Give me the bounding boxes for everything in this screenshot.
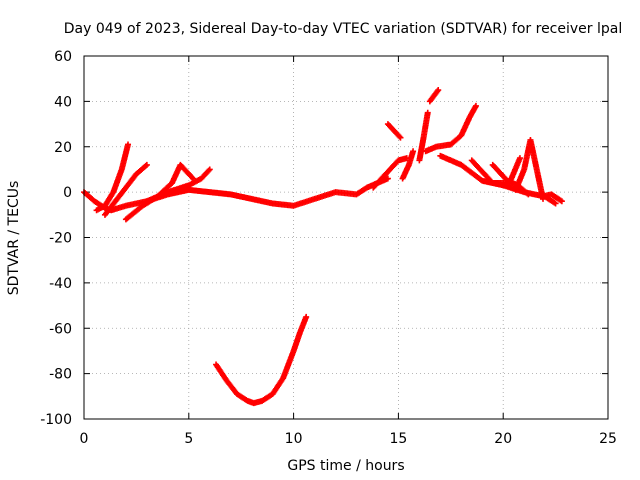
y-tick-label: 60: [54, 49, 72, 65]
data-point: [424, 109, 431, 116]
y-tick-label: -20: [49, 231, 72, 247]
data-point: [188, 174, 195, 181]
series-arc-14h: [370, 155, 410, 191]
data-point: [516, 155, 523, 162]
series-arc-17h: [422, 102, 479, 155]
x-axis-label: GPS time / hours: [287, 458, 404, 474]
data-point: [205, 167, 212, 174]
plot-frame: [83, 55, 609, 420]
data-point: [525, 191, 532, 198]
series-deep-dip: [213, 313, 310, 407]
data-point: [397, 134, 404, 141]
y-tick-label: 0: [63, 185, 72, 201]
x-tick-label: 15: [389, 431, 407, 447]
data-point: [552, 200, 559, 207]
data-point: [384, 175, 391, 182]
data-point: [524, 190, 531, 197]
y-tick-label: 20: [54, 140, 72, 156]
x-tick-label: 10: [285, 431, 303, 447]
series-segment-16h: [416, 109, 431, 164]
y-tick-label: -100: [40, 412, 72, 428]
series-segment-16-17h: [426, 87, 442, 105]
x-tick-label: 20: [494, 431, 512, 447]
y-axis-label: SDTVAR / TECUs: [6, 181, 22, 296]
series-arc-2h: [93, 141, 132, 214]
series-segment-14h: [384, 121, 404, 141]
data-point: [435, 87, 442, 94]
data-point: [142, 162, 149, 169]
y-tick-label: -80: [49, 367, 72, 383]
x-tick-label: 25: [599, 431, 617, 447]
data-point: [303, 313, 310, 320]
y-tick-label: -60: [49, 321, 72, 337]
series-arc-19h: [489, 161, 532, 198]
data-point: [396, 133, 403, 140]
data-point: [410, 148, 417, 155]
data-point: [558, 198, 565, 205]
series-segment-15h: [399, 148, 417, 182]
series-arc-20h: [468, 155, 523, 187]
data-point: [206, 166, 213, 173]
y-tick-label: 40: [54, 94, 72, 110]
series-arc-3h: [101, 161, 150, 218]
data-points: [81, 87, 565, 407]
series-tail-22h: [537, 191, 565, 205]
chart-title: Day 049 of 2023, Sidereal Day-to-day VTE…: [64, 21, 622, 37]
series-baseline: [81, 175, 391, 214]
data-point: [125, 141, 132, 148]
data-point: [143, 161, 150, 168]
axis-ticks: 0 5 10 15 20 25 -100 -80 -60 -40 -20 0 20 40 60: [40, 49, 617, 447]
x-tick-label: 0: [80, 431, 89, 447]
grid: [84, 56, 608, 419]
data-point: [472, 102, 479, 109]
y-tick-label: -40: [49, 276, 72, 292]
x-tick-label: 5: [184, 431, 193, 447]
series-arc-6h: [143, 166, 213, 205]
